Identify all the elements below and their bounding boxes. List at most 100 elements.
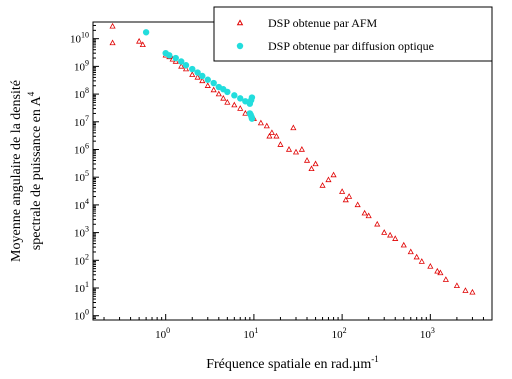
x-axis: 100 101 102 103 [103,314,493,341]
afm-data-point [400,241,407,248]
y-tick-base: 10 [74,172,86,184]
afm-data-point [237,105,244,111]
afm-data-point [224,98,231,105]
x-tick-exponent: 0 [166,326,170,335]
y-tick-label: 109 [74,58,89,73]
optical-data-point [231,92,238,99]
y-tick-exponent: 9 [85,58,89,67]
afm-data-point [374,220,381,227]
optical-data-point [204,76,211,83]
afm-data-point [109,22,116,29]
afm-data-point [308,165,315,172]
y-tick-label: 108 [74,86,89,101]
legend-label-optical: DSP obtenue par diffusion optique [268,39,434,53]
x-tick-exponent: 1 [254,326,258,335]
afm-data-point [172,58,179,64]
afm-data-point [273,132,280,139]
x-tick-base: 10 [243,329,255,341]
x-tick-base: 10 [155,329,167,341]
y-tick-label: 103 [74,225,89,240]
x-tick-label: 103 [420,326,435,341]
afm-data-point [462,287,469,293]
afm-data-point [263,122,270,129]
x-tick-exponent: 2 [343,326,347,335]
afm-data-point [319,182,326,188]
y-tick-label: 107 [74,114,89,129]
afm-data-point [231,101,238,108]
y-tick-label: 102 [74,252,89,267]
y-tick-base: 10 [74,89,86,101]
legend-label-afm: DSP obtenue par AFM [268,16,378,30]
optical-data-point [248,115,256,122]
x-tick-base: 10 [332,329,344,341]
afm-data-point [277,141,284,147]
y-tick-exponent: 0 [85,308,89,317]
x-axis-title-exponent: -1 [371,354,379,364]
y-tick-label: 101 [74,280,89,295]
afm-data-point [330,171,337,178]
optical-data-point [142,29,150,36]
y-tick-exponent: 8 [85,86,89,95]
afm-data-point [199,77,206,84]
afm-data-point [413,253,420,260]
afm-data-point [354,201,361,208]
y-tick-label: 1010 [70,31,89,46]
afm-data-point [109,39,116,46]
y-axis-title-line1: Moyenne angulaire de la densité [9,80,24,262]
afm-data-point [210,86,217,93]
afm-data-point [427,263,434,269]
y-tick-exponent: 1 [85,280,89,289]
optical-data-point [189,65,196,73]
afm-data-point [469,288,476,295]
optical-data-point [172,54,179,62]
y-tick-exponent: 3 [85,225,89,234]
optical-data-point [210,79,217,87]
optical-data-point [199,72,206,80]
optical-data-point [182,62,190,69]
optical-data-point [194,69,201,76]
x-tick-label: 101 [243,326,258,341]
afm-data-point [365,212,372,219]
afm-data-point [392,235,399,241]
y-axis-title: Moyenne angulaire de la densité spectral… [9,80,44,262]
y-axis-title-line2-main: spectrale de puissance en A [29,95,44,250]
y-tick-exponent: 6 [85,141,89,150]
afm-data-point [292,148,300,155]
afm-data-point [407,248,414,255]
y-tick-base: 10 [74,200,86,212]
y-tick-base: 10 [74,255,86,267]
y-axis-title-exponent: 4 [26,91,36,96]
afm-data-point [257,119,264,126]
y-tick-label: 100 [74,308,89,323]
afm-data-point [242,110,249,116]
afm-data-point [178,62,185,69]
x-tick-base: 10 [420,329,432,341]
x-tick-label: 100 [155,326,170,341]
afm-data-point [381,229,388,235]
y-tick-base: 10 [74,144,86,156]
y-tick-exponent: 7 [85,114,89,123]
x-tick-exponent: 3 [431,326,435,335]
afm-data-point [453,282,460,289]
y-tick-exponent: 10 [81,31,89,40]
afm-data-point [342,196,349,203]
afm-data-point [182,65,190,72]
afm-data-point [442,276,449,282]
y-tick-label: 106 [74,141,89,156]
afm-data-point [194,73,201,80]
afm-data-point [266,132,273,139]
y-tick-base: 10 [74,61,86,73]
afm-data-point [418,258,425,264]
x-axis-title: Fréquence spatiale en rad.µm-1 [206,354,379,372]
optical-data-point [178,58,185,65]
afm-data-point [268,129,275,136]
afm-data-point [298,146,305,152]
afm-data-point [361,209,368,216]
afm-data-point [290,124,297,131]
afm-data-point [215,90,222,97]
y-tick-label: 104 [74,197,89,212]
afm-data-point [139,41,146,48]
legend-marker-afm [236,19,244,26]
